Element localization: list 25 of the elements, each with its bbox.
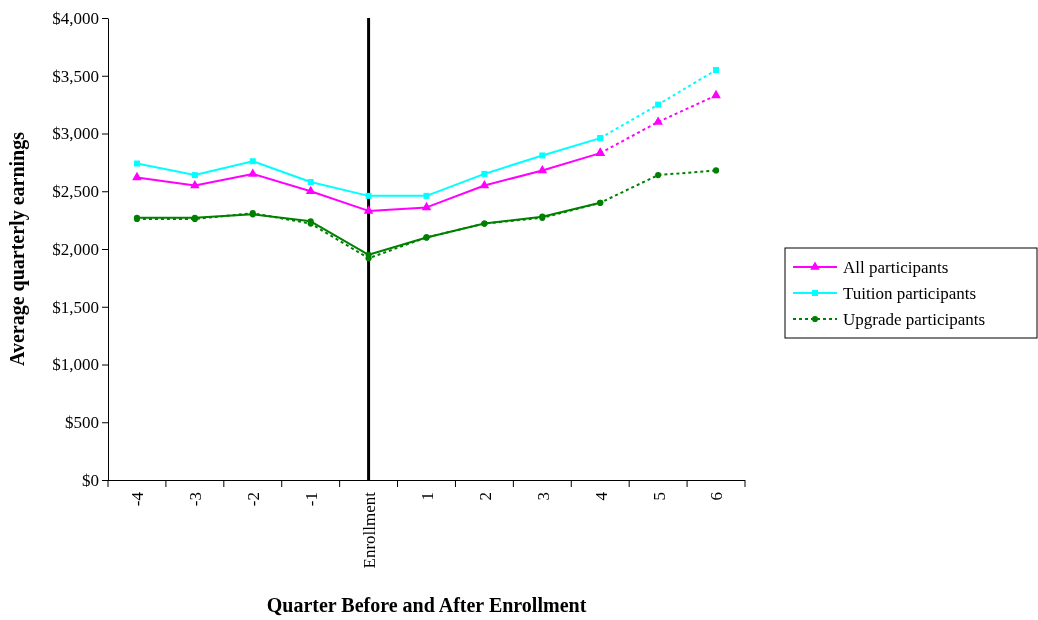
x-axis-title: Quarter Before and After Enrollment xyxy=(266,594,587,616)
x-tick-label: 6 xyxy=(707,492,727,501)
legend-label: Upgrade participants xyxy=(843,309,986,329)
y-tick-label: $1,500 xyxy=(52,297,99,317)
y-tick-label: $2,500 xyxy=(52,182,99,202)
y-tick-label: $3,000 xyxy=(52,124,99,144)
y-tick-label: $2,000 xyxy=(52,239,99,259)
x-tick-label: -2 xyxy=(244,492,264,507)
legend-label: All participants xyxy=(843,257,949,277)
y-axis-title: Average quarterly earnings xyxy=(6,131,29,367)
y-tick-label: $1,000 xyxy=(52,355,99,375)
legend-label: Tuition participants xyxy=(843,283,977,303)
y-tick-label: $0 xyxy=(82,470,99,490)
x-tick-label: -4 xyxy=(128,491,148,507)
x-tick-label: -1 xyxy=(302,492,322,507)
x-tick-label: 4 xyxy=(591,491,611,501)
x-tick-label: 3 xyxy=(533,492,553,501)
y-tick-label: $4,000 xyxy=(52,8,99,28)
y-tick-label: $500 xyxy=(65,413,99,433)
x-tick-label: 2 xyxy=(475,492,495,501)
x-tick-label: -3 xyxy=(186,492,206,507)
x-tick-label: Enrollment xyxy=(360,491,380,569)
x-tick-label: 1 xyxy=(417,492,437,501)
y-tick-label: $3,500 xyxy=(52,66,99,86)
x-tick-label: 5 xyxy=(649,492,669,501)
